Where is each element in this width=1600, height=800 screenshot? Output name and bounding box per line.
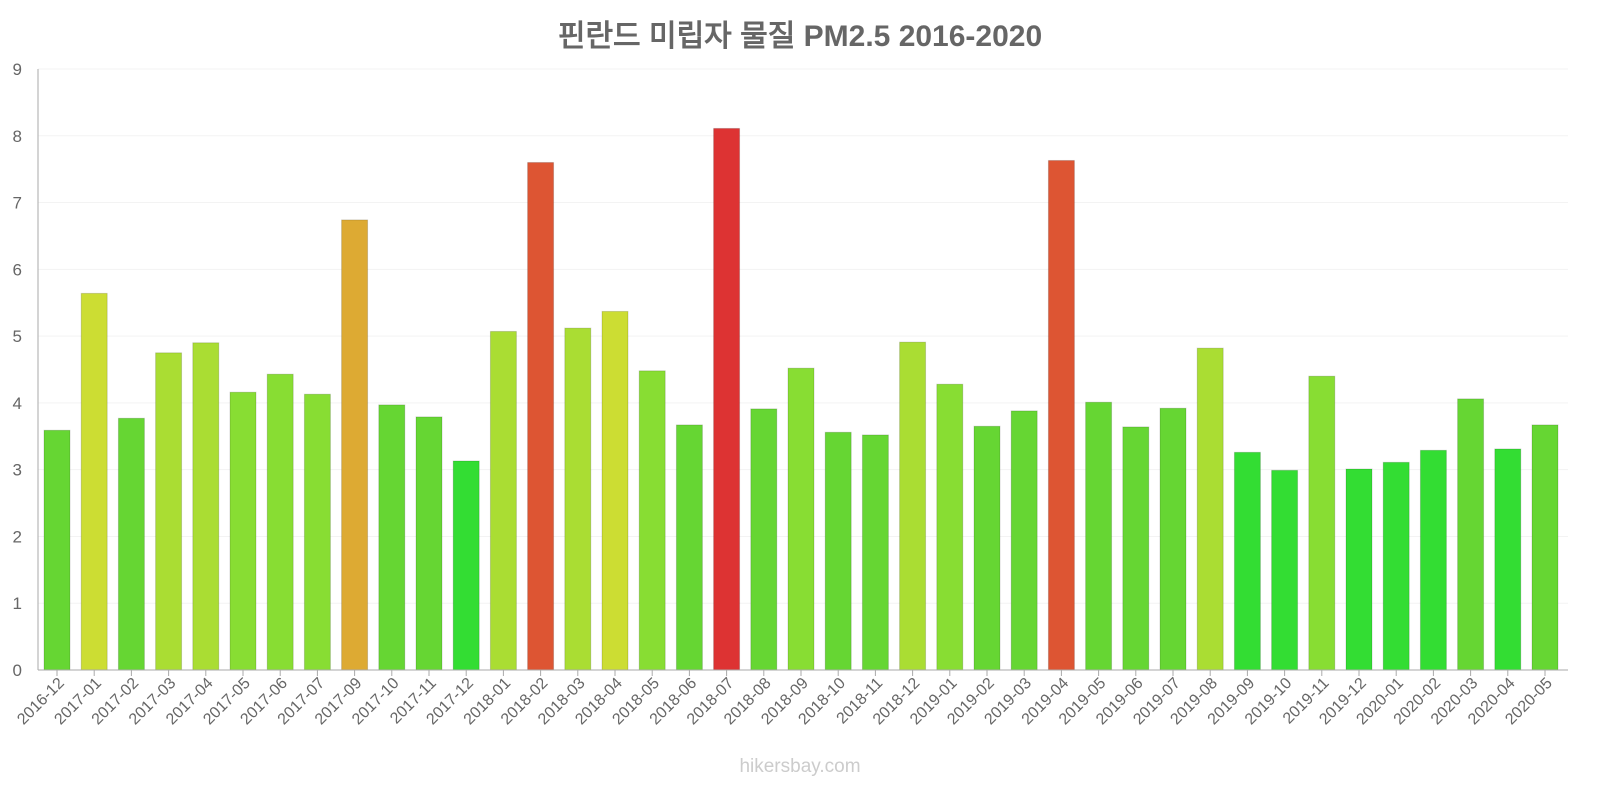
bar bbox=[1047, 159, 1075, 671]
bar bbox=[266, 373, 294, 671]
bar bbox=[117, 417, 145, 671]
y-tick-label: 6 bbox=[13, 260, 22, 279]
chart-title: 핀란드 미립자 물질 PM2.5 2016-2020 bbox=[558, 20, 1042, 53]
y-tick-label: 3 bbox=[13, 461, 22, 480]
bar bbox=[1494, 448, 1522, 671]
bar bbox=[415, 416, 443, 671]
y-tick-label: 8 bbox=[13, 127, 22, 146]
bar bbox=[452, 460, 480, 671]
bar bbox=[787, 367, 815, 671]
bar bbox=[1457, 398, 1485, 671]
bar bbox=[1419, 449, 1447, 671]
bar bbox=[489, 330, 517, 671]
y-tick-label: 0 bbox=[13, 661, 22, 680]
bar bbox=[638, 370, 666, 671]
bar bbox=[1531, 424, 1559, 671]
bar bbox=[601, 310, 629, 671]
bar bbox=[1271, 469, 1299, 671]
bar bbox=[1382, 461, 1410, 671]
y-tick-label: 9 bbox=[13, 60, 22, 79]
bar bbox=[1308, 375, 1336, 671]
bar bbox=[43, 429, 71, 671]
bar bbox=[303, 393, 331, 671]
bar bbox=[1159, 407, 1187, 671]
bar bbox=[899, 341, 927, 671]
y-tick-label: 2 bbox=[13, 527, 22, 546]
bar bbox=[564, 327, 592, 671]
y-tick-label: 4 bbox=[13, 394, 22, 413]
bar bbox=[229, 391, 257, 671]
bar bbox=[1196, 347, 1224, 671]
bar bbox=[1233, 451, 1261, 671]
bar bbox=[192, 342, 220, 671]
y-tick-label: 5 bbox=[13, 327, 22, 346]
watermark: hikersbay.com bbox=[739, 756, 860, 777]
bar bbox=[80, 292, 108, 671]
bar bbox=[378, 404, 406, 671]
bar bbox=[1345, 468, 1373, 671]
bar bbox=[1122, 426, 1150, 671]
y-tick-label: 7 bbox=[13, 194, 22, 213]
bar bbox=[675, 424, 703, 671]
bar bbox=[973, 425, 1001, 671]
bar bbox=[936, 383, 964, 671]
bar bbox=[341, 219, 369, 671]
bar bbox=[527, 161, 555, 671]
bar bbox=[824, 431, 852, 671]
bar bbox=[750, 408, 778, 671]
bar bbox=[861, 434, 889, 671]
bar bbox=[1085, 401, 1113, 671]
bar bbox=[713, 127, 741, 671]
bar bbox=[1010, 410, 1038, 671]
bar bbox=[155, 352, 183, 671]
y-tick-label: 1 bbox=[13, 594, 22, 613]
